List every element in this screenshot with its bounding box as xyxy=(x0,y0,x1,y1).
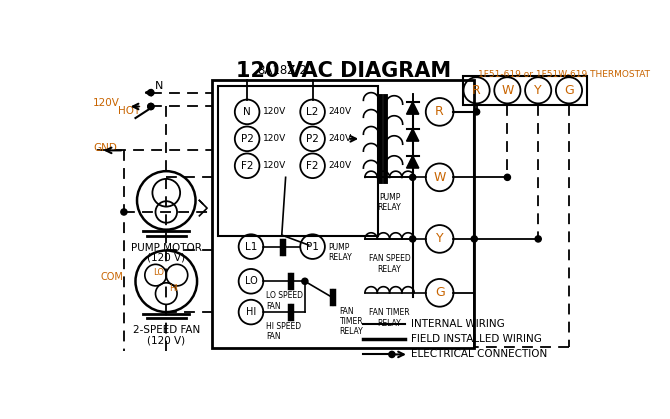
Text: ELECTRICAL CONNECTION: ELECTRICAL CONNECTION xyxy=(411,349,547,360)
Text: L1: L1 xyxy=(245,242,257,252)
Text: HI: HI xyxy=(246,307,256,317)
Polygon shape xyxy=(407,129,419,141)
Text: GND: GND xyxy=(93,143,117,153)
Circle shape xyxy=(148,103,154,110)
Text: LO SPEED
FAN: LO SPEED FAN xyxy=(267,291,304,311)
Text: (120 V): (120 V) xyxy=(147,335,186,345)
Circle shape xyxy=(471,236,477,242)
Text: Y: Y xyxy=(535,84,542,97)
Text: 120V: 120V xyxy=(263,161,286,170)
Circle shape xyxy=(148,103,154,110)
Circle shape xyxy=(389,352,395,357)
Text: LO: LO xyxy=(153,268,164,277)
Polygon shape xyxy=(407,102,419,114)
Text: F2: F2 xyxy=(241,161,253,171)
Text: W: W xyxy=(501,84,514,97)
Text: 240V: 240V xyxy=(328,107,351,116)
Text: 120V: 120V xyxy=(93,98,120,108)
Text: HOT: HOT xyxy=(118,106,140,116)
Text: FIELD INSTALLED WIRING: FIELD INSTALLED WIRING xyxy=(411,334,542,344)
Text: Y: Y xyxy=(436,233,444,246)
Text: INTERNAL WIRING: INTERNAL WIRING xyxy=(411,318,505,328)
Circle shape xyxy=(474,109,480,115)
Text: PUMP
RELAY: PUMP RELAY xyxy=(328,243,352,262)
Text: HI: HI xyxy=(170,285,178,293)
Text: P2: P2 xyxy=(241,134,253,144)
Text: G: G xyxy=(435,286,444,299)
Text: (120 V): (120 V) xyxy=(147,253,186,263)
Text: 120V: 120V xyxy=(263,107,286,116)
Bar xyxy=(463,76,588,105)
Text: 2-SPEED FAN: 2-SPEED FAN xyxy=(133,325,200,335)
Text: F2: F2 xyxy=(306,161,319,171)
Bar xyxy=(212,80,474,347)
Text: 8A18Z-2: 8A18Z-2 xyxy=(257,64,307,77)
Text: R: R xyxy=(436,106,444,119)
Circle shape xyxy=(535,236,541,242)
Circle shape xyxy=(409,236,416,242)
Circle shape xyxy=(505,174,511,181)
Text: R: R xyxy=(472,84,481,97)
Text: W: W xyxy=(433,171,446,184)
Text: FAN TIMER
RELAY: FAN TIMER RELAY xyxy=(369,308,410,328)
Text: FAN
TIMER
RELAY: FAN TIMER RELAY xyxy=(340,307,363,336)
Text: N: N xyxy=(243,107,251,117)
Text: P2: P2 xyxy=(306,134,319,144)
Text: G: G xyxy=(564,84,574,97)
Text: 240V: 240V xyxy=(328,161,351,170)
Text: PUMP MOTOR: PUMP MOTOR xyxy=(131,243,202,253)
Text: PUMP
RELAY: PUMP RELAY xyxy=(378,193,401,212)
Text: N: N xyxy=(155,81,163,91)
Text: P1: P1 xyxy=(306,242,319,252)
Text: COM: COM xyxy=(100,272,124,282)
Text: 120 VAC DIAGRAM: 120 VAC DIAGRAM xyxy=(236,61,451,81)
Text: HI SPEED
FAN: HI SPEED FAN xyxy=(267,322,302,341)
Polygon shape xyxy=(407,156,419,168)
Text: 1F51-619 or 1F51W-619 THERMOSTAT: 1F51-619 or 1F51W-619 THERMOSTAT xyxy=(478,70,650,79)
Circle shape xyxy=(302,278,308,285)
Bar xyxy=(218,86,378,236)
Text: L2: L2 xyxy=(306,107,319,117)
Text: 240V: 240V xyxy=(328,134,351,143)
Circle shape xyxy=(121,209,127,215)
Text: LO: LO xyxy=(245,276,257,286)
Circle shape xyxy=(409,174,416,181)
Circle shape xyxy=(148,90,154,96)
Text: FAN SPEED
RELAY: FAN SPEED RELAY xyxy=(369,254,411,274)
Text: 120V: 120V xyxy=(263,134,286,143)
